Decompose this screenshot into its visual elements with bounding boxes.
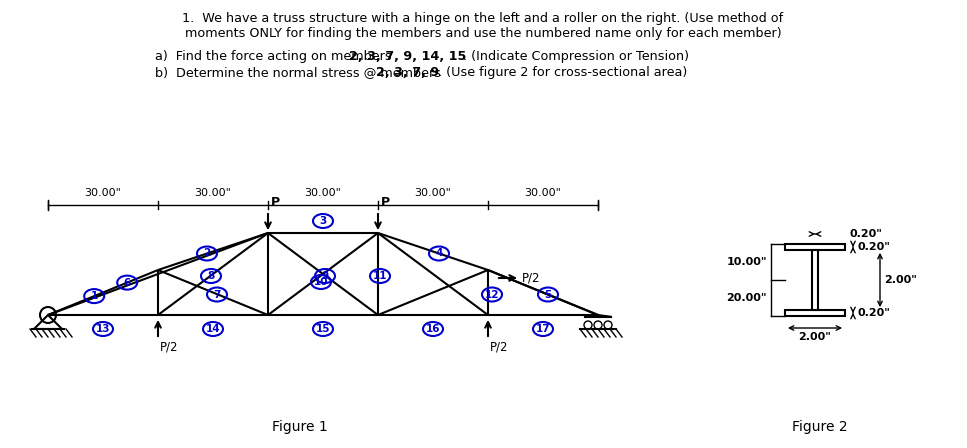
Text: 9: 9 xyxy=(321,271,329,281)
Text: 16: 16 xyxy=(425,324,440,334)
Text: 0.20": 0.20" xyxy=(850,229,883,239)
Text: 2.00": 2.00" xyxy=(799,332,832,342)
Text: 2: 2 xyxy=(203,249,211,258)
Text: . (Use figure 2 for cross-sectional area): . (Use figure 2 for cross-sectional area… xyxy=(438,66,688,79)
Text: a)  Find the force acting on members: a) Find the force acting on members xyxy=(155,50,396,63)
Text: 0.20": 0.20" xyxy=(857,242,890,252)
Text: 0.20": 0.20" xyxy=(857,308,890,318)
Text: 1: 1 xyxy=(91,291,98,301)
Text: 14: 14 xyxy=(206,324,220,334)
Text: 7: 7 xyxy=(214,289,220,300)
Text: 13: 13 xyxy=(96,324,110,334)
Text: 30.00": 30.00" xyxy=(524,188,562,198)
Text: P: P xyxy=(381,196,390,209)
Text: Figure 1: Figure 1 xyxy=(272,420,328,434)
Text: 2.00": 2.00" xyxy=(884,275,917,285)
Bar xyxy=(812,250,818,310)
Text: P: P xyxy=(271,196,280,209)
Text: 30.00": 30.00" xyxy=(194,188,231,198)
Text: . (Indicate Compression or Tension): . (Indicate Compression or Tension) xyxy=(462,50,689,63)
Text: Figure 2: Figure 2 xyxy=(792,420,848,434)
Text: 1.  We have a truss structure with a hinge on the left and a roller on the right: 1. We have a truss structure with a hing… xyxy=(183,12,783,25)
Text: 8: 8 xyxy=(207,271,215,281)
Text: 5: 5 xyxy=(544,289,551,300)
Text: moments ONLY for finding the members and use the numbered name only for each mem: moments ONLY for finding the members and… xyxy=(185,27,781,40)
Text: 15: 15 xyxy=(316,324,331,334)
Text: 11: 11 xyxy=(372,271,387,281)
Text: P/2: P/2 xyxy=(522,271,541,284)
Text: 2, 3, 7, 9: 2, 3, 7, 9 xyxy=(375,66,439,79)
Text: 4: 4 xyxy=(435,249,443,258)
Text: 12: 12 xyxy=(484,289,499,300)
Bar xyxy=(785,310,845,316)
Text: 10: 10 xyxy=(313,277,328,287)
Text: 2, 3, 7, 9, 14, 15: 2, 3, 7, 9, 14, 15 xyxy=(349,50,467,63)
Text: 30.00": 30.00" xyxy=(84,188,122,198)
Text: 17: 17 xyxy=(536,324,550,334)
Text: 10.00": 10.00" xyxy=(726,257,767,267)
Text: 6: 6 xyxy=(124,278,131,288)
Text: P/2: P/2 xyxy=(160,341,179,354)
Bar xyxy=(785,244,845,250)
Text: 3: 3 xyxy=(319,216,327,226)
Text: 30.00": 30.00" xyxy=(305,188,341,198)
Text: 20.00": 20.00" xyxy=(726,293,767,303)
Text: b)  Determine the normal stress @ members: b) Determine the normal stress @ members xyxy=(155,66,445,79)
Text: 30.00": 30.00" xyxy=(415,188,452,198)
Text: P/2: P/2 xyxy=(490,341,509,354)
